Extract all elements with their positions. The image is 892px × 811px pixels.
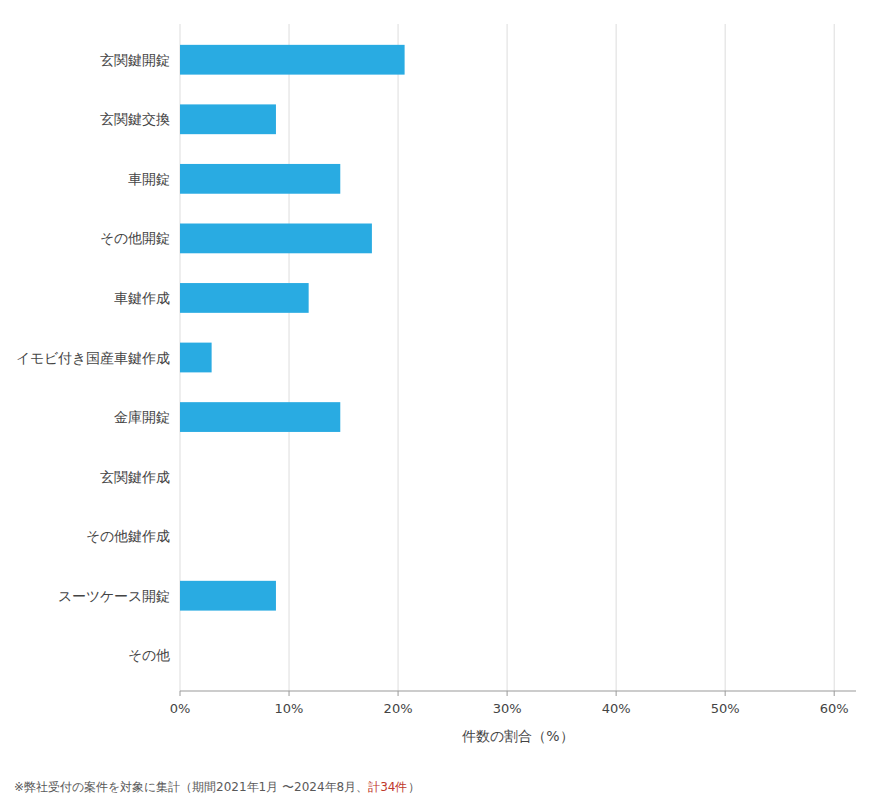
y-tick-label: 金庫開錠 <box>114 409 170 425</box>
y-tick-label: その他鍵作成 <box>86 528 170 544</box>
tick-mark <box>180 691 181 696</box>
bar <box>180 581 276 611</box>
x-tick-label: 30% <box>493 701 522 716</box>
tick-mark <box>398 691 399 696</box>
x-tick-label: 20% <box>384 701 413 716</box>
bar <box>180 45 405 75</box>
bar <box>180 224 372 254</box>
x-tick-label: 0% <box>170 701 191 716</box>
bars <box>180 45 405 611</box>
x-axis: 0% 10% 20% 30% 40% 50% 60% <box>170 691 856 716</box>
x-axis-line <box>180 691 856 692</box>
y-tick-label: 車鍵作成 <box>114 290 170 306</box>
x-tick-label: 60% <box>820 701 849 716</box>
grid-line <box>616 24 617 691</box>
bar <box>180 164 340 194</box>
footnote-part: 計34件 <box>368 780 407 794</box>
x-tick-label: 10% <box>275 701 304 716</box>
tick-mark <box>289 691 290 696</box>
bar <box>180 402 340 432</box>
tick-mark <box>834 691 835 696</box>
tick-mark <box>507 691 508 696</box>
x-axis-label: 件数の割合（%） <box>462 728 573 744</box>
bar <box>180 521 181 551</box>
y-tick-label: その他 <box>128 647 170 663</box>
grid-line <box>398 24 399 691</box>
y-tick-label: 玄関鍵開錠 <box>100 52 170 68</box>
bar <box>180 104 276 134</box>
footnote-part: ※弊社受付の案件を対象に集計（期間2021年1月 〜2024年8月、 <box>14 780 368 794</box>
tick-mark <box>725 691 726 696</box>
grid-line <box>507 24 508 691</box>
y-tick-label: スーツケース開錠 <box>58 588 170 604</box>
footnote-part: ） <box>408 780 420 794</box>
chart: 0% 10% 20% 30% 40% 50% 60% 件数の割合（%） 玄関鍵開錠玄関鍵交換車開… <box>0 0 892 811</box>
x-tick-label: 40% <box>602 701 631 716</box>
tick-mark <box>616 691 617 696</box>
y-tick-label: その他開錠 <box>100 230 170 246</box>
y-tick-label: 車開錠 <box>128 171 170 187</box>
y-axis: 玄関鍵開錠玄関鍵交換車開錠その他開錠車鍵作成イモビ付き国産車鍵作成金庫開錠玄関鍵… <box>16 52 170 664</box>
bar <box>180 283 309 313</box>
y-tick-label: 玄関鍵作成 <box>100 469 170 485</box>
grid-line <box>289 24 290 691</box>
bar <box>180 640 181 670</box>
grid-line <box>725 24 726 691</box>
x-tick-label: 50% <box>711 701 740 716</box>
y-tick-label: 玄関鍵交換 <box>100 111 170 127</box>
y-tick-label: イモビ付き国産車鍵作成 <box>16 350 170 366</box>
bar <box>180 343 212 373</box>
grid <box>180 24 834 691</box>
grid-line <box>834 24 835 691</box>
bar <box>180 462 181 492</box>
footnote: ※弊社受付の案件を対象に集計（期間2021年1月 〜2024年8月、計34件） <box>14 780 420 794</box>
